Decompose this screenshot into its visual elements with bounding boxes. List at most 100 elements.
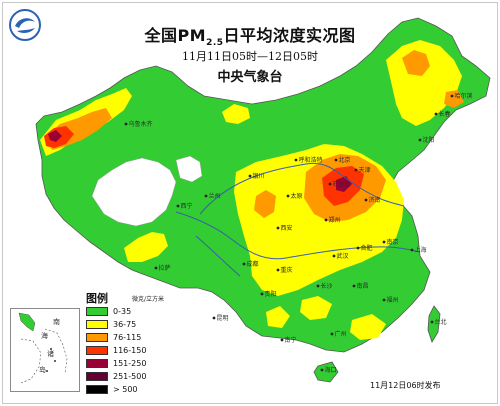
city-marker: 拉萨 <box>154 264 171 272</box>
city-dot <box>356 246 360 250</box>
city-dot <box>320 368 324 372</box>
city-marker: 南宁 <box>280 336 297 344</box>
legend-item: > 500 <box>86 384 166 395</box>
city-dot <box>154 266 158 270</box>
city-label: 福州 <box>387 296 399 304</box>
city-label: 济南 <box>369 196 381 204</box>
city-dot <box>316 284 320 288</box>
legend-item: 116-150 <box>86 345 166 356</box>
city-dot <box>334 158 338 162</box>
city-label: 北京 <box>339 156 351 164</box>
city-marker: 台北 <box>430 318 447 326</box>
legend-label: 251-500 <box>113 372 147 381</box>
city-dot <box>434 112 438 116</box>
city-label: 上海 <box>415 246 427 254</box>
legend-item: 36-75 <box>86 319 166 330</box>
city-label: 拉萨 <box>159 264 171 272</box>
city-dot <box>276 268 280 272</box>
city-marker: 福州 <box>382 296 399 304</box>
hainan-island <box>313 361 339 383</box>
city-label: 兰州 <box>209 192 221 200</box>
inset-islands-icon <box>18 312 68 384</box>
legend-heading: 图例 <box>86 292 108 305</box>
city-label: 哈尔滨 <box>455 92 473 100</box>
legend-swatch <box>86 346 108 355</box>
city-dot <box>382 240 386 244</box>
city-label: 西安 <box>281 224 293 232</box>
city-label: 天津 <box>359 167 371 174</box>
city-label: 郑州 <box>329 216 341 224</box>
city-dot <box>418 138 422 142</box>
city-marker: 西宁 <box>176 202 193 210</box>
map-period: 11月11日05时—12日05时 <box>182 50 318 63</box>
taiwan-island <box>427 305 441 343</box>
map-title: 全国PM2.5日平均浓度实况图 <box>0 22 500 48</box>
city-dot <box>276 226 280 230</box>
inset-label-1: 南 <box>53 318 60 326</box>
city-dot <box>260 292 264 296</box>
city-dot <box>382 298 386 302</box>
legend-label: 36-75 <box>113 320 137 329</box>
city-marker: 海口 <box>320 366 337 374</box>
city-marker: 合肥 <box>356 244 373 252</box>
city-marker: 北京 <box>334 156 351 164</box>
city-dot <box>352 284 356 288</box>
city-dot <box>330 332 334 336</box>
release-time: 11月12日06时发布 <box>370 381 441 390</box>
cma-logo-icon <box>9 9 41 41</box>
city-label: 合肥 <box>361 244 373 252</box>
city-label: 银川 <box>253 172 265 180</box>
city-label: 长春 <box>439 110 451 118</box>
city-label: 台北 <box>435 318 447 326</box>
city-marker: 武汉 <box>332 252 349 260</box>
city-label: 南京 <box>387 238 399 246</box>
city-marker: 贵阳 <box>260 290 277 298</box>
city-marker: 济南 <box>364 196 381 204</box>
city-marker: 南京 <box>382 238 399 246</box>
city-label: 沈阳 <box>423 136 435 144</box>
legend-swatch <box>86 320 108 329</box>
city-dot <box>450 94 454 98</box>
city-label: 武汉 <box>337 252 349 260</box>
legend-swatch <box>86 385 108 394</box>
legend-label: 151-250 <box>113 359 147 368</box>
legend-item: 0-35 <box>86 306 166 317</box>
city-marker: 上海 <box>410 246 427 254</box>
city-label: 昆明 <box>217 315 229 322</box>
city-label: 海口 <box>325 366 337 374</box>
city-label: 南昌 <box>357 282 369 290</box>
title-prefix: 全国PM <box>144 26 207 45</box>
legend-swatch <box>86 359 108 368</box>
title-suffix: 日平均浓度实况图 <box>223 26 356 45</box>
city-dot <box>410 248 414 252</box>
city-dot <box>294 158 298 162</box>
legend-item: 76-115 <box>86 332 166 343</box>
city-dot <box>328 182 332 186</box>
city-label: 呼和浩特 <box>299 156 323 164</box>
city-marker: 西安 <box>276 224 293 232</box>
south-china-sea-inset: 南 海 诸 岛 <box>10 308 80 392</box>
city-marker: 沈阳 <box>418 136 435 144</box>
legend-item: 151-250 <box>86 358 166 369</box>
city-marker: 太原 <box>286 192 303 200</box>
city-dot <box>280 338 284 342</box>
city-dot <box>286 194 290 198</box>
city-marker: 乌鲁木齐 <box>124 120 153 128</box>
legend-item: 251-500 <box>86 371 166 382</box>
city-marker: 哈尔滨 <box>450 92 473 100</box>
inset-label-2: 海 <box>41 332 48 340</box>
city-dot <box>176 204 180 208</box>
city-label: 南宁 <box>285 336 297 344</box>
city-label: 西宁 <box>181 202 193 210</box>
legend-swatch <box>86 333 108 342</box>
legend-label: 0-35 <box>113 307 132 316</box>
city-label: 乌鲁木齐 <box>129 120 153 128</box>
city-marker: 成都 <box>242 260 259 268</box>
city-dot <box>204 194 208 198</box>
legend-unit: 微克/立方米 <box>132 296 165 303</box>
title-subscript: 2.5 <box>206 38 224 48</box>
city-marker: 南昌 <box>352 282 369 290</box>
city-dot <box>332 254 336 258</box>
legend-swatch <box>86 307 108 316</box>
